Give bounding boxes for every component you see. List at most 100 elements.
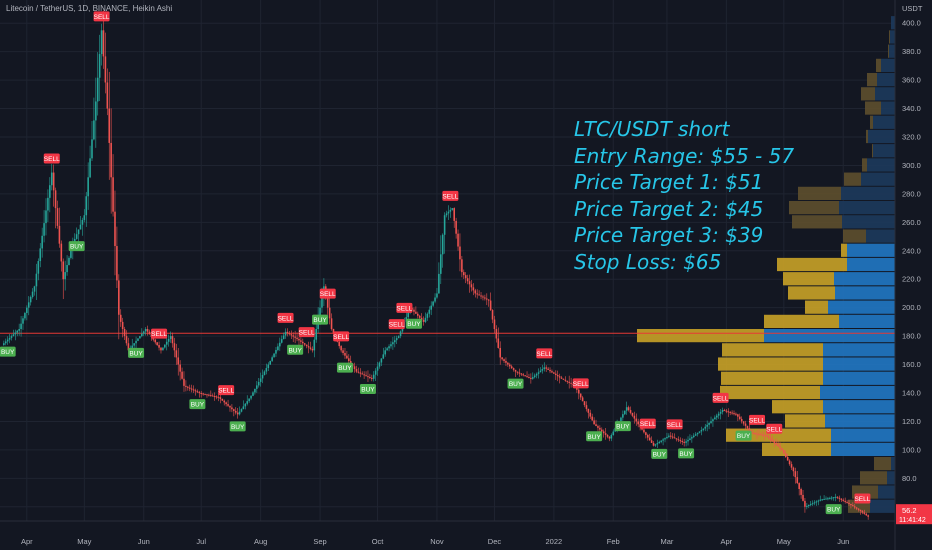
time-axis-tick-label: Sep	[313, 537, 326, 546]
volume-profile-down-bar	[870, 115, 873, 129]
sell-signal: SELL	[766, 423, 783, 434]
candle-body	[12, 334, 15, 337]
candle-body	[116, 246, 118, 281]
candle-body	[309, 347, 312, 349]
candle-body	[344, 353, 346, 356]
candle-body	[840, 498, 843, 500]
candle-body	[95, 101, 97, 121]
candle-body	[731, 412, 733, 414]
sell-signal: SELL	[298, 327, 315, 338]
candle-body	[547, 368, 549, 370]
candle-body	[806, 505, 808, 507]
candle-body	[610, 435, 613, 439]
candle-body	[602, 431, 605, 434]
candle-body	[671, 436, 674, 438]
buy-signal-box	[229, 421, 246, 432]
volume-profile-up-bar	[891, 16, 895, 30]
candle-body	[715, 415, 718, 418]
sell-signal: SELL	[218, 385, 234, 396]
candle-body	[259, 378, 262, 382]
volume-profile-up-bar	[887, 471, 895, 485]
candle-body	[340, 346, 342, 351]
candle-body	[861, 511, 864, 513]
candle-body	[416, 313, 419, 316]
candle-body	[292, 335, 295, 337]
candle-body	[85, 196, 88, 216]
candle-body	[834, 496, 837, 498]
candle-body	[277, 346, 279, 351]
candle-body	[631, 412, 634, 416]
candle-body	[41, 235, 43, 249]
sell-signal-label: SELL	[333, 334, 349, 341]
candle-body	[760, 434, 762, 436]
volume-profile-up-bar	[764, 329, 895, 343]
candle-body	[123, 329, 126, 337]
candle-body	[93, 120, 95, 140]
candle-body	[68, 257, 70, 265]
buy-signal-box	[651, 448, 668, 459]
candle-body	[380, 358, 383, 363]
candle-body	[464, 275, 467, 279]
candle-body	[771, 439, 774, 441]
candle-body	[784, 453, 787, 457]
candle-body	[265, 368, 268, 372]
sell-signal: SELL	[319, 288, 336, 299]
candle-body	[56, 208, 59, 226]
candle-body	[453, 208, 456, 221]
buy-signal: BUY	[0, 346, 16, 357]
candle-body	[727, 411, 730, 413]
time-axis-tick-label: Jun	[138, 537, 150, 546]
candle-body	[14, 332, 17, 335]
candle-body	[623, 410, 626, 415]
candle-body	[374, 370, 377, 375]
candle-body	[392, 342, 394, 345]
sell-signal-label: SELL	[389, 322, 405, 329]
price-axis-tick-label: 360.0	[902, 76, 921, 85]
candle-body	[696, 432, 699, 435]
candle-body	[508, 364, 511, 367]
buy-signal-box	[678, 448, 695, 459]
sell-signal-box	[333, 331, 350, 342]
candle-body	[723, 410, 726, 412]
candle-body	[142, 331, 145, 334]
sell-signal: SELL	[277, 312, 294, 323]
buy-signal-label: BUY	[616, 424, 630, 431]
candle-body	[560, 377, 563, 379]
candle-body	[390, 344, 392, 347]
buy-signal: BUY	[128, 347, 145, 358]
volume-profile-up-bar	[839, 314, 895, 328]
candle-body	[75, 234, 78, 239]
candle-body	[141, 333, 143, 337]
sell-signal-label: SELL	[442, 193, 458, 200]
buy-signal-label: BUY	[338, 365, 352, 372]
candle-body	[382, 354, 385, 359]
candle-body	[564, 379, 567, 381]
buy-signal-box	[359, 384, 376, 394]
sell-signal: SELL	[43, 153, 60, 164]
candle-body	[104, 56, 107, 83]
candle-body	[783, 449, 785, 454]
candle-body	[673, 437, 676, 439]
candle-body	[349, 361, 352, 364]
candle-body	[50, 172, 53, 186]
volume-profile-down-bar	[876, 58, 881, 72]
candle-body	[286, 331, 289, 334]
buy-signal-box	[68, 241, 85, 252]
candle-body	[118, 280, 120, 315]
candle-body	[280, 339, 283, 343]
candle-body	[804, 500, 806, 507]
candle-body	[474, 290, 477, 294]
buy-signal: BUY	[336, 362, 353, 373]
candle-body	[629, 410, 632, 413]
candle-body	[257, 381, 260, 386]
candle-body	[181, 371, 183, 379]
buy-signal-label: BUY	[653, 451, 667, 458]
candle-body	[81, 219, 84, 225]
volume-profile-up-bar	[868, 129, 895, 144]
candle-body	[788, 460, 791, 465]
candle-body	[524, 375, 526, 377]
candle-body	[769, 437, 772, 440]
candle-body	[533, 375, 536, 378]
candle-body	[815, 501, 818, 503]
